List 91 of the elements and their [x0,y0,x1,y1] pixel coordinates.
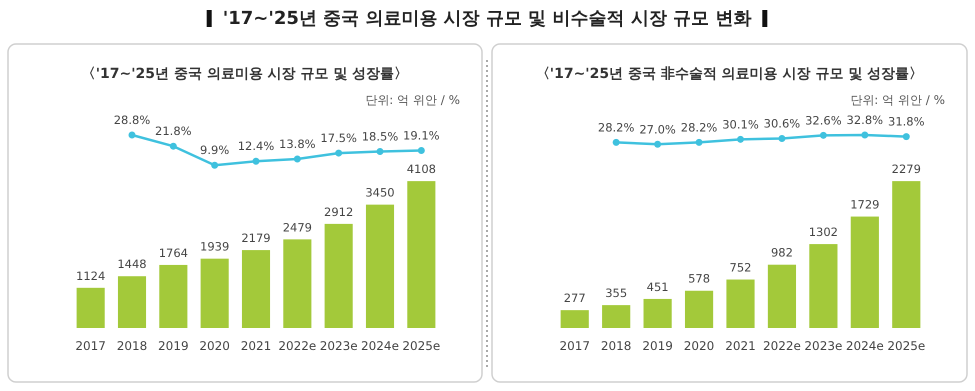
text: 단위: 억 위안 / % [850,93,945,107]
x-tick-label: 2023e [804,339,842,353]
bar [892,181,920,328]
data-label: 32.8% [846,113,884,127]
point [654,140,662,148]
point [170,142,177,150]
bar [684,290,714,328]
data-label: 21.8% [155,124,192,138]
data-label: 28.2% [598,120,634,134]
data-label: 1939 [200,240,230,254]
point [418,147,425,154]
data-label: 1448 [117,257,147,272]
data-label: 277 [564,291,586,306]
data-label: 451 [646,280,669,294]
x-tick-label: 2020 [684,339,714,353]
data-label: 3450 [365,186,395,200]
bar [242,250,270,328]
point [737,136,744,143]
x-tick-label: 2021 [240,339,272,353]
data-label: 13.8% [279,137,316,151]
data-label: 355 [605,286,628,300]
data-label: 27.0% [639,122,676,136]
x-tick-label: 2025e [402,339,440,353]
bar [366,204,394,328]
chart-subtitle: 〈'17~'25년 중국 의료미용 시장 규모 및 성장률〉 [82,66,408,82]
data-label: 31.8% [888,114,925,129]
chart-subtitle: 〈'17~'25년 중국 非수술적 의료미용 시장 규모 및 성장률〉 [536,66,924,82]
data-label: 2179 [241,231,271,246]
x-tick-label: 2022e [762,339,801,353]
point [696,138,703,146]
bar [726,280,755,328]
bar [76,288,105,328]
data-label: 2479 [282,220,312,234]
data-label: 17.5% [320,131,357,146]
point [335,150,342,157]
x-tick-label: 2021 [725,339,756,353]
data-label: 28.8% [114,113,150,127]
bar [602,305,630,328]
point [820,132,827,139]
data-label: 12.4% [238,139,274,154]
x-tick-label: 2024e [361,339,399,353]
data-label: 2912 [324,204,354,219]
bar [560,310,589,328]
point [252,158,260,165]
bar [809,244,838,328]
point [861,132,868,138]
x-tick-label: 2019 [642,339,673,353]
x-tick-label: 2025e [887,339,926,353]
point [211,162,218,169]
x-tick-label: 2020 [199,339,230,353]
data-label: 30.6% [764,116,800,131]
data-label: 28.2% [680,120,718,134]
data-label: 982 [770,246,793,260]
bar [768,264,796,328]
data-label: 1764 [158,246,188,260]
x-tick-label: 2018 [116,339,148,353]
x-tick-label: 2024e [846,339,884,353]
x-tick-label: 2017 [559,339,590,353]
text: '17~'25년 중국 의료미용 시장 규모 및 비수술적 시장 규모 변화 [222,8,752,29]
bar [850,216,879,328]
data-label: 1124 [76,268,106,283]
x-tick-label: 2019 [158,339,189,353]
bar [283,239,312,328]
point [128,132,136,138]
data-label: 578 [688,272,710,286]
x-tick-label: 2023e [320,339,358,353]
point [902,133,910,140]
point [376,148,384,155]
data-label: 32.6% [805,113,842,128]
data-label: 30.1% [722,117,759,132]
point [778,135,786,142]
point [612,138,620,146]
data-label: 1302 [808,225,838,240]
x-tick-label: 2017 [75,339,106,353]
data-label: 752 [730,260,752,275]
data-label: 4108 [406,162,436,176]
x-tick-label: 2022e [278,339,316,353]
text: 단위: 억 위안 / % [365,93,460,107]
bar [200,258,229,328]
data-label: 2279 [892,162,921,176]
bar [118,276,146,328]
bar [644,298,672,328]
data-label: 9.9% [200,143,230,158]
data-label: 19.1% [403,128,440,143]
x-tick-label: 2018 [600,339,632,353]
bar [324,224,353,328]
data-label: 18.5% [362,129,398,144]
bar [159,264,188,328]
point [294,156,301,162]
bar [407,181,436,328]
data-label: 1729 [850,198,880,212]
